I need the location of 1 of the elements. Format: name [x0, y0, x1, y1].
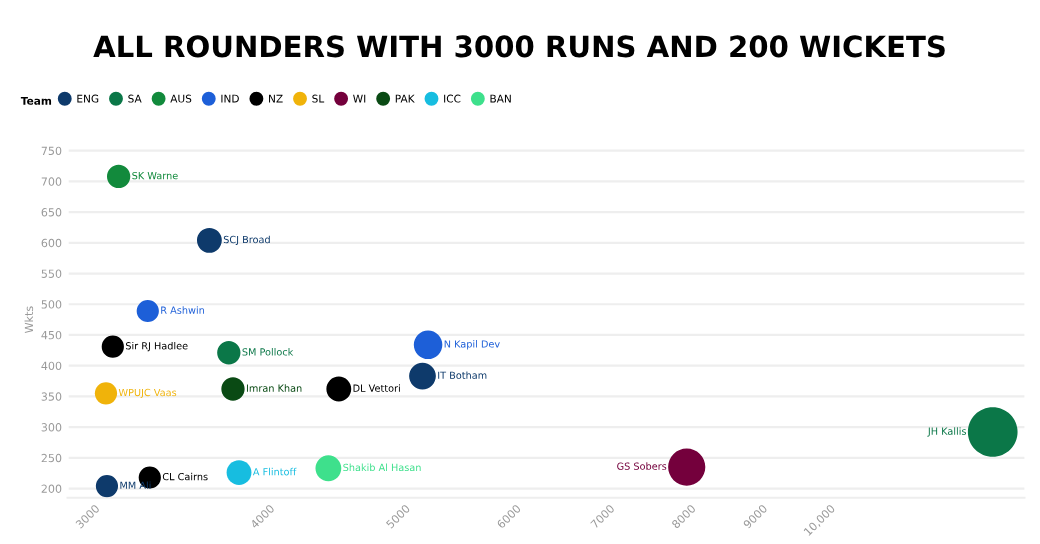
chart-title: ALL ROUNDERS WITH 3000 RUNS AND 200 WICKETS — [93, 35, 945, 58]
